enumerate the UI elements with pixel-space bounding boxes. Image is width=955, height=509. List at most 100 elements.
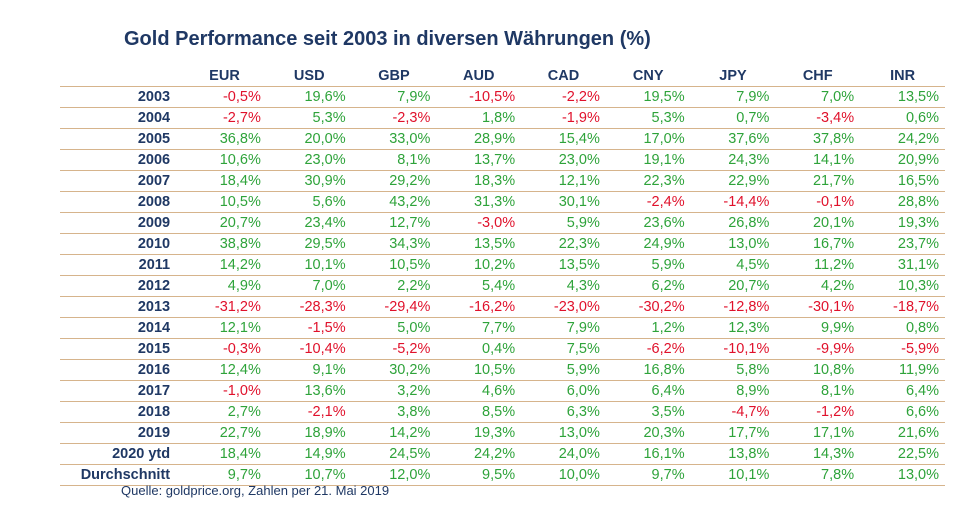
table-cell: 7,9% (521, 317, 606, 339)
header-row: EUR USD GBP AUD CAD CNY JPY CHF INR (60, 66, 945, 87)
table-cell: 5,9% (521, 359, 606, 381)
table-cell: -29,4% (351, 296, 437, 318)
table-cell: 7,9% (351, 86, 437, 108)
table-cell: 4,5% (690, 254, 776, 276)
table-cell: 6,4% (605, 380, 691, 402)
table-cell: 3,8% (351, 401, 437, 423)
table-cell: 18,4% (182, 443, 267, 465)
table-cell: 22,7% (182, 422, 267, 444)
table-cell: 24,5% (351, 443, 437, 465)
table-cell: 3,2% (351, 380, 437, 402)
column-header-usd: USD (266, 66, 352, 87)
row-label: 2017 (60, 380, 183, 402)
table-cell: 13,0% (860, 464, 945, 486)
row-label: 2020 ytd (60, 443, 183, 465)
table-cell: 14,3% (775, 443, 861, 465)
table-cell: 10,6% (182, 149, 267, 171)
table-cell: 13,6% (266, 380, 352, 402)
table-cell: 20,7% (690, 275, 776, 297)
table-row: 2003 -0,5% 19,6% 7,9% -10,5% -2,2% 19,5% 7,9% 7,… (60, 86, 945, 108)
table-cell: 9,1% (266, 359, 352, 381)
table-cell: 13,7% (436, 149, 522, 171)
table-cell: 33,0% (351, 128, 437, 150)
table-cell: 28,8% (860, 191, 945, 213)
table-cell: -4,7% (690, 401, 776, 423)
table-cell: 10,5% (351, 254, 437, 276)
table-cell: 10,5% (436, 359, 522, 381)
table-cell: 9,7% (182, 464, 267, 486)
table-cell: 4,9% (182, 275, 267, 297)
table-cell: 24,2% (860, 128, 945, 150)
table-cell: 16,8% (605, 359, 691, 381)
column-header-cad: CAD (521, 66, 606, 87)
row-label: 2019 (60, 422, 183, 444)
table-cell: 7,5% (521, 338, 606, 360)
table-cell: 3,5% (605, 401, 691, 423)
column-header-cny: CNY (605, 66, 691, 87)
table-cell: 37,8% (775, 128, 861, 150)
table-cell: 7,0% (775, 86, 861, 108)
table-cell: 4,6% (436, 380, 522, 402)
table-row: 2019 22,7% 18,9% 14,2% 19,3% 13,0% 20,3% 17,7% 1… (60, 422, 945, 444)
table-row: 2008 10,5% 5,6% 43,2% 31,3% 30,1% -2,4% -14,4% -… (60, 191, 945, 213)
table-row: 2009 20,7% 23,4% 12,7% -3,0% 5,9% 23,6% 26,8% 20… (60, 212, 945, 234)
row-label: 2018 (60, 401, 183, 423)
table-cell: 5,9% (521, 212, 606, 234)
table-cell: 13,0% (690, 233, 776, 255)
table-cell: 24,0% (521, 443, 606, 465)
table-cell: 18,3% (436, 170, 522, 192)
row-label: 2013 (60, 296, 183, 318)
table-cell: 23,7% (860, 233, 945, 255)
table-cell: -30,1% (775, 296, 861, 318)
table-cell: 10,0% (521, 464, 606, 486)
table-cell: 11,9% (860, 359, 945, 381)
table-cell: -10,1% (690, 338, 776, 360)
table-cell: 20,7% (182, 212, 267, 234)
table-cell: -0,1% (775, 191, 861, 213)
row-label: 2003 (60, 86, 183, 108)
table-cell: 21,6% (860, 422, 945, 444)
table-cell: 31,1% (860, 254, 945, 276)
table-cell: 8,9% (690, 380, 776, 402)
row-label: 2004 (60, 107, 183, 129)
table-cell: 5,9% (605, 254, 691, 276)
table-cell: 14,1% (775, 149, 861, 171)
table-row: 2015 -0,3% -10,4% -5,2% 0,4% 7,5% -6,2% -10,1% -… (60, 338, 945, 360)
table-cell: 19,5% (605, 86, 691, 108)
table-cell: 14,2% (351, 422, 437, 444)
row-label: 2010 (60, 233, 183, 255)
table-cell: -31,2% (182, 296, 267, 318)
row-label: 2015 (60, 338, 183, 360)
table-cell: 28,9% (436, 128, 522, 150)
table-cell: 23,0% (521, 149, 606, 171)
table-cell: -28,3% (266, 296, 352, 318)
row-label: 2008 (60, 191, 183, 213)
table-row: 2018 2,7% -2,1% 3,8% 8,5% 6,3% 3,5% -4,7% -1,2% 6… (60, 401, 945, 423)
table-cell: 8,5% (436, 401, 522, 423)
table-cell: 14,2% (182, 254, 267, 276)
table-cell: 37,6% (690, 128, 776, 150)
table-cell: -14,4% (690, 191, 776, 213)
table-cell: 23,6% (605, 212, 691, 234)
table-cell: 9,7% (605, 464, 691, 486)
table-cell: 1,8% (436, 107, 522, 129)
table-cell: 10,3% (860, 275, 945, 297)
table-cell: 13,5% (436, 233, 522, 255)
table-cell: 6,2% (605, 275, 691, 297)
table-cell: 8,1% (351, 149, 437, 171)
table-cell: 20,1% (775, 212, 861, 234)
table-cell: 7,0% (266, 275, 352, 297)
table-row: 2014 12,1% -1,5% 5,0% 7,7% 7,9% 1,2% 12,3% 9,9% 0… (60, 317, 945, 339)
table-cell: -12,8% (690, 296, 776, 318)
table-cell: 19,6% (266, 86, 352, 108)
table-row: 2013 -31,2% -28,3% -29,4% -16,2% -23,0% -30,2%… (60, 296, 945, 318)
row-label: 2007 (60, 170, 183, 192)
table-cell: 10,1% (266, 254, 352, 276)
table-cell: 23,4% (266, 212, 352, 234)
table-cell: -1,5% (266, 317, 352, 339)
table-cell: 12,1% (521, 170, 606, 192)
table-cell: 10,8% (775, 359, 861, 381)
row-label: Durchschnitt (60, 464, 183, 486)
table-cell: 34,3% (351, 233, 437, 255)
table-cell: 23,0% (266, 149, 352, 171)
